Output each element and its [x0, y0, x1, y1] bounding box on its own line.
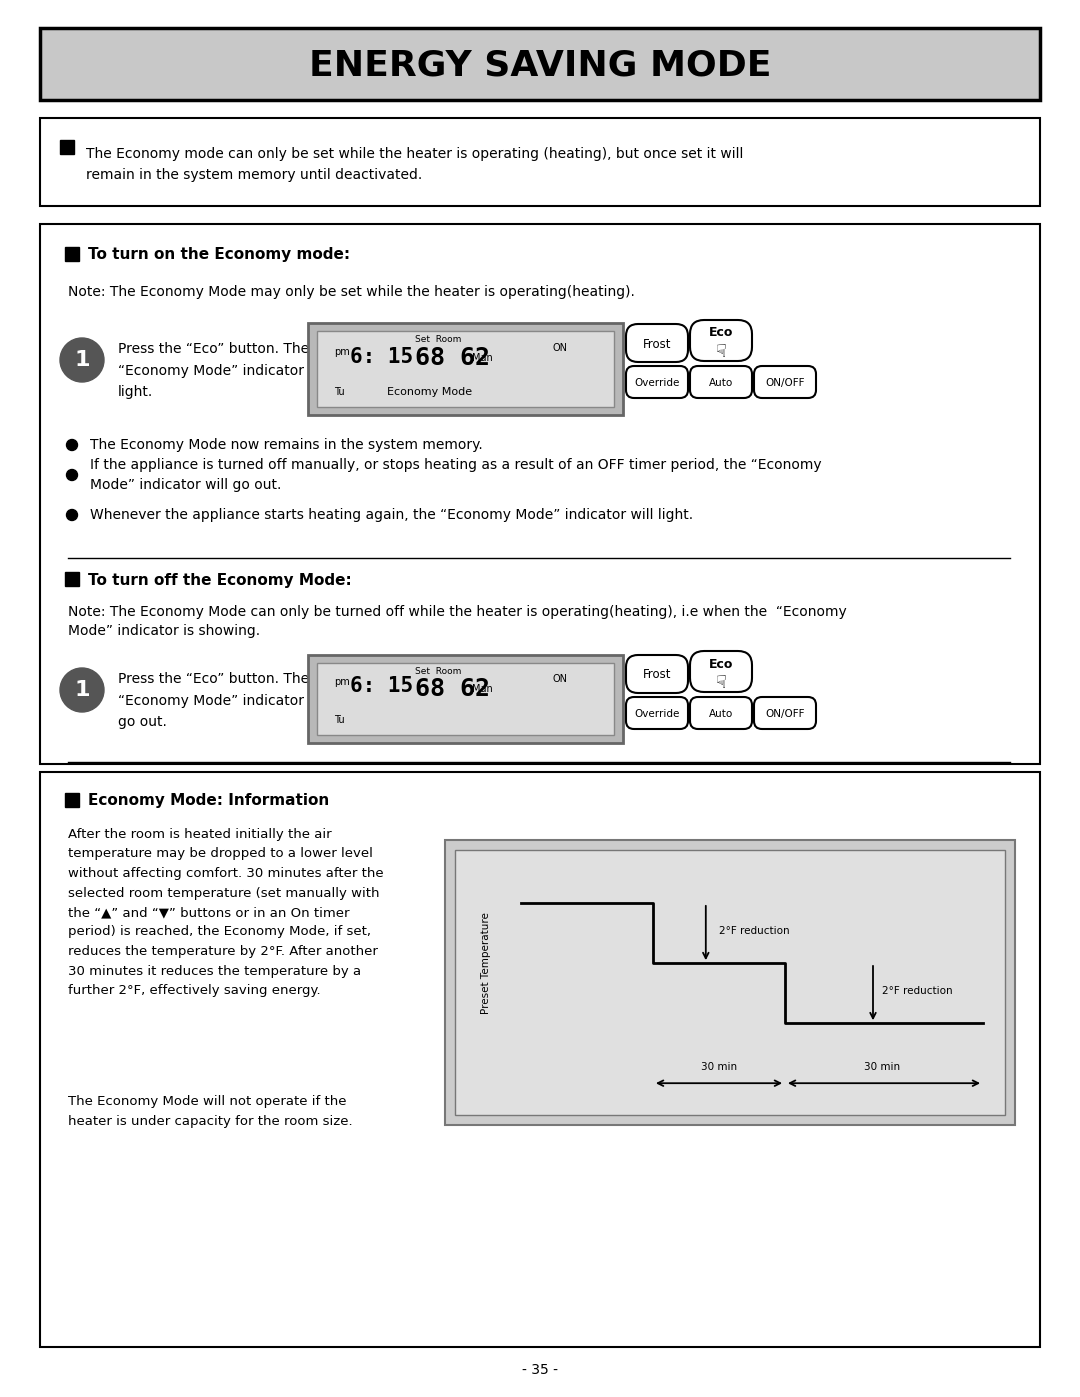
- Text: 68 62: 68 62: [415, 346, 490, 370]
- FancyBboxPatch shape: [626, 366, 688, 398]
- Bar: [65, 247, 79, 261]
- Text: Override: Override: [634, 379, 679, 388]
- Text: 30 min: 30 min: [864, 1062, 900, 1073]
- Text: 68 62: 68 62: [415, 678, 490, 701]
- Text: Note: The Economy Mode can only be turned off while the heater is operating(heat: Note: The Economy Mode can only be turne…: [68, 605, 847, 638]
- Text: Press the “Eco” button. The
“Economy Mode” indicator will
go out.: Press the “Eco” button. The “Economy Mod…: [118, 672, 332, 729]
- Text: Whenever the appliance starts heating again, the “Economy Mode” indicator will l: Whenever the appliance starts heating ag…: [90, 509, 693, 522]
- Bar: [318, 664, 615, 735]
- Text: 1: 1: [75, 680, 90, 700]
- Text: Auto: Auto: [708, 710, 733, 719]
- Text: Press the “Eco” button. The
“Economy Mode” indicator will
light.: Press the “Eco” button. The “Economy Mod…: [118, 342, 332, 400]
- Text: 6: 15: 6: 15: [350, 346, 414, 367]
- Bar: [65, 571, 79, 585]
- Text: Preset Temperature: Preset Temperature: [481, 912, 490, 1014]
- Bar: [60, 140, 75, 154]
- Text: To turn on the Economy mode:: To turn on the Economy mode:: [87, 247, 350, 263]
- Text: Man: Man: [472, 353, 492, 363]
- Text: ON: ON: [553, 673, 567, 685]
- Bar: [445, 840, 1015, 1125]
- Text: ON/OFF: ON/OFF: [766, 379, 805, 388]
- Text: 1: 1: [75, 351, 90, 370]
- Text: - 35 -: - 35 -: [522, 1363, 558, 1377]
- Circle shape: [60, 668, 104, 712]
- Text: Note: The Economy Mode may only be set while the heater is operating(heating).: Note: The Economy Mode may only be set w…: [68, 285, 635, 299]
- Text: ENERGY SAVING MODE: ENERGY SAVING MODE: [309, 49, 771, 82]
- FancyBboxPatch shape: [690, 366, 752, 398]
- Text: The Economy Mode now remains in the system memory.: The Economy Mode now remains in the syst…: [90, 439, 483, 453]
- Bar: [308, 323, 623, 415]
- Text: Auto: Auto: [708, 379, 733, 388]
- Text: Economy Mode: Information: Economy Mode: Information: [87, 793, 329, 809]
- Bar: [40, 28, 1040, 101]
- Text: 2°F reduction: 2°F reduction: [719, 926, 789, 936]
- FancyBboxPatch shape: [754, 366, 816, 398]
- Text: Set  Room: Set Room: [415, 335, 461, 345]
- Text: 6: 15: 6: 15: [350, 676, 414, 696]
- Bar: [40, 773, 1040, 1347]
- FancyBboxPatch shape: [626, 697, 688, 729]
- Text: ON: ON: [553, 344, 567, 353]
- Circle shape: [67, 469, 78, 481]
- FancyBboxPatch shape: [690, 697, 752, 729]
- Circle shape: [60, 338, 104, 381]
- Text: The Economy Mode will not operate if the
heater is under capacity for the room s: The Economy Mode will not operate if the…: [68, 1095, 353, 1127]
- FancyBboxPatch shape: [754, 697, 816, 729]
- Bar: [308, 655, 623, 743]
- Text: ☟: ☟: [715, 344, 727, 360]
- Text: 30 min: 30 min: [701, 1062, 737, 1073]
- FancyBboxPatch shape: [690, 320, 752, 360]
- Bar: [318, 331, 615, 407]
- Text: pm: pm: [334, 346, 350, 358]
- Text: Frost: Frost: [643, 669, 672, 682]
- Text: 2°F reduction: 2°F reduction: [881, 986, 953, 996]
- Text: Frost: Frost: [643, 338, 672, 351]
- Circle shape: [67, 440, 78, 450]
- Text: Eco: Eco: [708, 658, 733, 671]
- Text: If the appliance is turned off manually, or stops heating as a result of an OFF : If the appliance is turned off manually,…: [90, 458, 822, 492]
- Text: Tu: Tu: [334, 715, 345, 725]
- Text: Set  Room: Set Room: [415, 668, 461, 676]
- FancyBboxPatch shape: [626, 324, 688, 362]
- Text: pm: pm: [334, 678, 350, 687]
- Bar: [455, 849, 1005, 1115]
- Text: To turn off the Economy Mode:: To turn off the Economy Mode:: [87, 573, 352, 588]
- Text: The Economy mode can only be set while the heater is operating (heating), but on: The Economy mode can only be set while t…: [86, 147, 743, 182]
- Bar: [40, 224, 1040, 764]
- Circle shape: [67, 510, 78, 521]
- Text: Override: Override: [634, 710, 679, 719]
- Text: Economy Mode: Economy Mode: [388, 387, 473, 397]
- Text: ☟: ☟: [715, 673, 727, 692]
- FancyBboxPatch shape: [626, 655, 688, 693]
- Bar: [40, 117, 1040, 205]
- Text: ON/OFF: ON/OFF: [766, 710, 805, 719]
- Text: Man: Man: [472, 685, 492, 694]
- Bar: [65, 793, 79, 807]
- Text: After the room is heated initially the air
temperature may be dropped to a lower: After the room is heated initially the a…: [68, 828, 383, 997]
- FancyBboxPatch shape: [690, 651, 752, 692]
- Text: Eco: Eco: [708, 327, 733, 339]
- Text: Tu: Tu: [334, 387, 345, 397]
